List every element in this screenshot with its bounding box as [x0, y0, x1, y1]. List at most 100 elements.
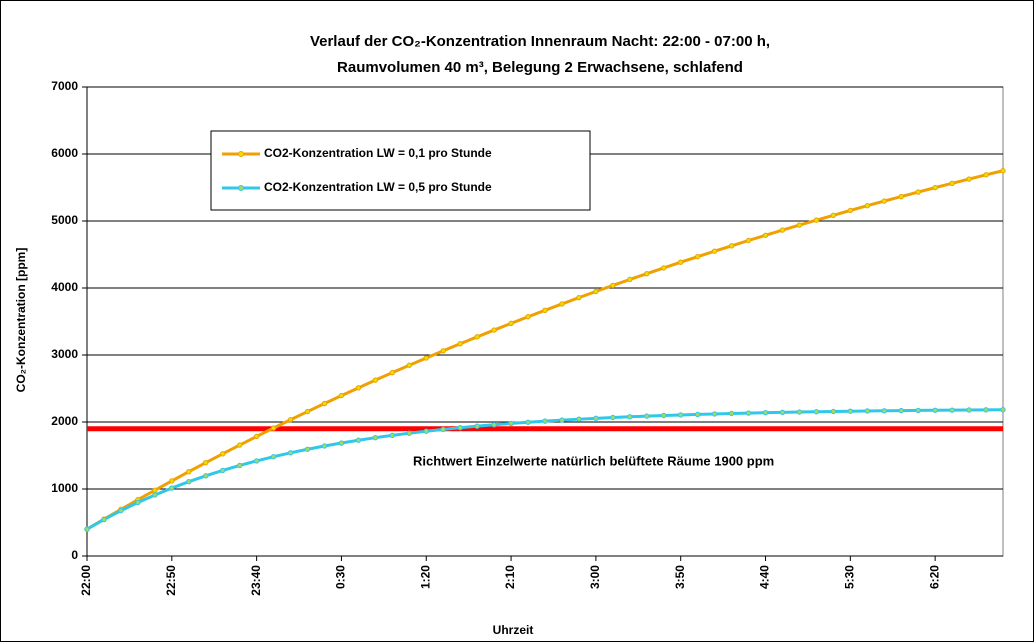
y-tick-label: 2000	[51, 414, 78, 428]
data-point	[915, 407, 921, 414]
data-point	[915, 189, 921, 195]
data-point	[525, 314, 531, 320]
y-tick-label: 7000	[51, 79, 78, 93]
series	[84, 168, 1006, 532]
data-point	[84, 526, 90, 532]
y-axis-label: CO₂-Konzentration [ppm]	[14, 248, 28, 393]
y-tick-label: 0	[71, 548, 78, 562]
data-point	[440, 348, 446, 354]
x-tick-label: 0:30	[334, 565, 348, 589]
data-point	[423, 428, 429, 434]
data-point	[864, 408, 870, 414]
data-point	[932, 184, 938, 191]
legend-marker	[238, 151, 244, 157]
data-point	[796, 409, 803, 415]
data-point	[881, 408, 887, 414]
data-point	[101, 516, 107, 523]
legend-marker	[238, 185, 244, 191]
data-point	[203, 473, 209, 479]
y-tick-label: 5000	[51, 213, 78, 227]
data-point	[321, 400, 328, 407]
data-point	[406, 362, 412, 368]
x-tick-label: 4:40	[758, 565, 772, 589]
x-axis-label: Uhrzeit	[493, 623, 534, 637]
data-point	[186, 469, 192, 475]
data-point	[762, 232, 769, 238]
data-point	[610, 414, 616, 421]
y-tick-label: 4000	[51, 280, 78, 294]
data-point	[457, 341, 463, 347]
x-tick-label: 23:40	[249, 565, 263, 596]
data-point	[253, 433, 260, 440]
data-point	[135, 499, 141, 506]
data-point	[593, 415, 599, 422]
x-tick-label: 3:50	[673, 565, 687, 589]
legend-label: CO2-Konzentration LW = 0,1 pro Stunde	[264, 146, 492, 160]
x-tick-label: 1:20	[418, 565, 432, 589]
data-point	[270, 425, 277, 431]
data-point	[847, 408, 854, 414]
data-point	[169, 485, 175, 491]
data-point	[796, 222, 803, 228]
data-point	[711, 248, 718, 254]
data-point	[983, 407, 989, 413]
data-point	[304, 408, 311, 415]
data-point	[762, 409, 769, 416]
data-point	[711, 411, 718, 417]
data-point	[593, 288, 599, 295]
data-point	[152, 492, 158, 498]
data-point	[304, 446, 311, 452]
data-point	[440, 426, 446, 433]
x-tick-label: 5:30	[843, 565, 857, 589]
data-point	[169, 478, 175, 484]
data-point	[576, 294, 582, 301]
data-point	[474, 423, 480, 429]
data-point	[423, 355, 429, 361]
data-point	[661, 412, 667, 419]
chart-title: Verlauf der CO₂-Konzentration Innenraum …	[310, 33, 770, 50]
data-point	[728, 243, 735, 249]
data-point	[338, 440, 345, 446]
data-point	[627, 414, 633, 420]
data-point	[779, 227, 786, 233]
data-point	[287, 417, 294, 423]
series	[84, 407, 1006, 532]
data-point	[152, 487, 158, 493]
data-point	[270, 454, 277, 460]
data-point	[253, 458, 260, 464]
data-point	[678, 412, 684, 418]
data-point	[966, 407, 972, 413]
data-point	[847, 207, 854, 214]
data-point	[372, 377, 379, 383]
data-point	[389, 432, 396, 439]
y-tick-label: 1000	[51, 481, 78, 495]
data-point	[576, 416, 582, 422]
data-point	[525, 419, 531, 425]
legend	[210, 130, 591, 211]
data-point	[779, 409, 786, 416]
data-point	[491, 422, 497, 428]
data-point	[949, 180, 955, 187]
data-point	[830, 212, 837, 219]
data-point	[287, 450, 294, 456]
data-point	[389, 369, 396, 376]
data-point	[881, 198, 887, 204]
data-point	[542, 418, 548, 424]
data-point	[661, 265, 667, 271]
legend-label: CO2-Konzentration LW = 0,5 pro Stunde	[264, 180, 492, 194]
data-point	[508, 420, 514, 427]
data-point	[627, 276, 633, 283]
data-point	[644, 270, 650, 277]
x-tick-label: 2:10	[503, 565, 517, 589]
data-point	[372, 434, 379, 441]
x-tick-label: 3:00	[588, 565, 602, 589]
data-point	[559, 301, 565, 307]
data-point	[186, 478, 192, 485]
data-point	[830, 408, 837, 415]
y-tick-label: 6000	[51, 146, 78, 160]
data-point	[355, 437, 362, 443]
data-point	[694, 411, 701, 418]
data-point	[898, 193, 904, 200]
data-point	[864, 203, 870, 209]
